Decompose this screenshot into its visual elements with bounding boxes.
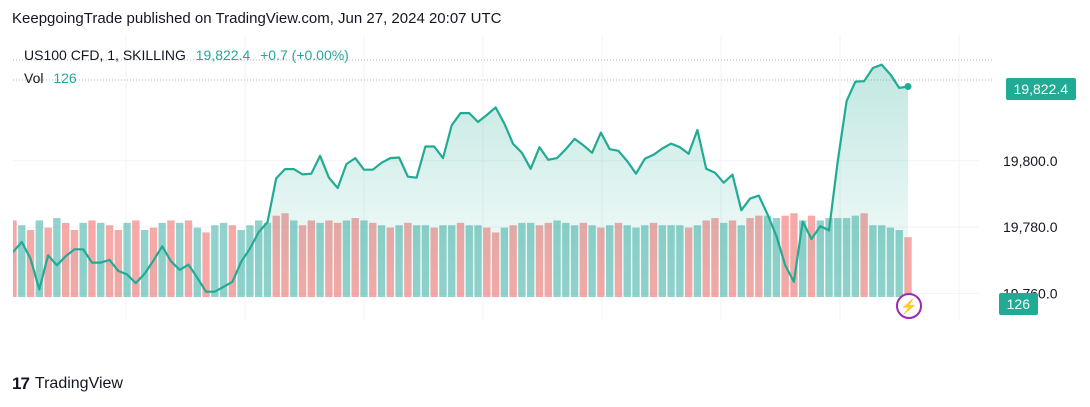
volume-bar <box>167 220 175 297</box>
publish-header: KeepgoingTrade published on TradingView.… <box>12 10 502 27</box>
volume-badge: 126 <box>998 293 1038 315</box>
volume-bar <box>140 230 149 297</box>
lightning-icon[interactable]: ⚡ <box>896 293 922 319</box>
y-tick-label: 19,800.0 <box>1003 153 1058 169</box>
price-chart[interactable]: 19,800.019,780.019,760.0 18:1518:3018:45… <box>0 35 1077 350</box>
y-axis-labels: 19,800.019,780.019,760.0 <box>1003 153 1058 302</box>
last-price-dot <box>904 83 912 91</box>
volume-bar <box>193 227 201 297</box>
volume-bar <box>53 218 61 297</box>
volume-legend: Vol 126 <box>24 70 77 86</box>
last-price: 19,822.4 <box>195 47 251 63</box>
volume-bar <box>228 225 237 297</box>
volume-bar <box>790 213 798 297</box>
y-tick-label: 19,780.0 <box>1003 219 1058 235</box>
volume-bar <box>35 220 44 297</box>
volume-bar <box>184 220 193 297</box>
tradingview-logo-icon: 17 <box>12 374 30 393</box>
price-badge: 19,822.4 <box>1005 78 1076 100</box>
volume-bar <box>202 232 210 297</box>
volume-bar <box>176 222 184 297</box>
chart-frame[interactable]: 19,800.019,780.019,760.0 18:1518:3018:45… <box>0 35 1077 350</box>
volume-bar <box>132 220 140 297</box>
price-area-fill <box>13 64 908 297</box>
price-line <box>12 63 909 293</box>
volume-bar <box>219 222 228 297</box>
footer-brand: 17 TradingView <box>12 374 123 394</box>
volume-bar <box>123 222 131 297</box>
vol-label: Vol <box>24 70 44 86</box>
symbol-legend: US100 CFD, 1, SKILLING 19,822.4 +0.7 (+0… <box>24 47 349 63</box>
volume-bar <box>97 222 105 297</box>
brand-name: TradingView <box>34 375 123 392</box>
price-change: +0.7 (+0.00%) <box>260 47 349 63</box>
price-area <box>12 63 912 297</box>
symbol-name: US100 CFD, 1, SKILLING <box>24 47 186 63</box>
vol-value: 126 <box>53 70 77 86</box>
volume-bar <box>88 220 96 297</box>
volume-bar <box>781 215 789 297</box>
volume-bar <box>211 225 219 297</box>
volume-bar <box>114 230 122 297</box>
